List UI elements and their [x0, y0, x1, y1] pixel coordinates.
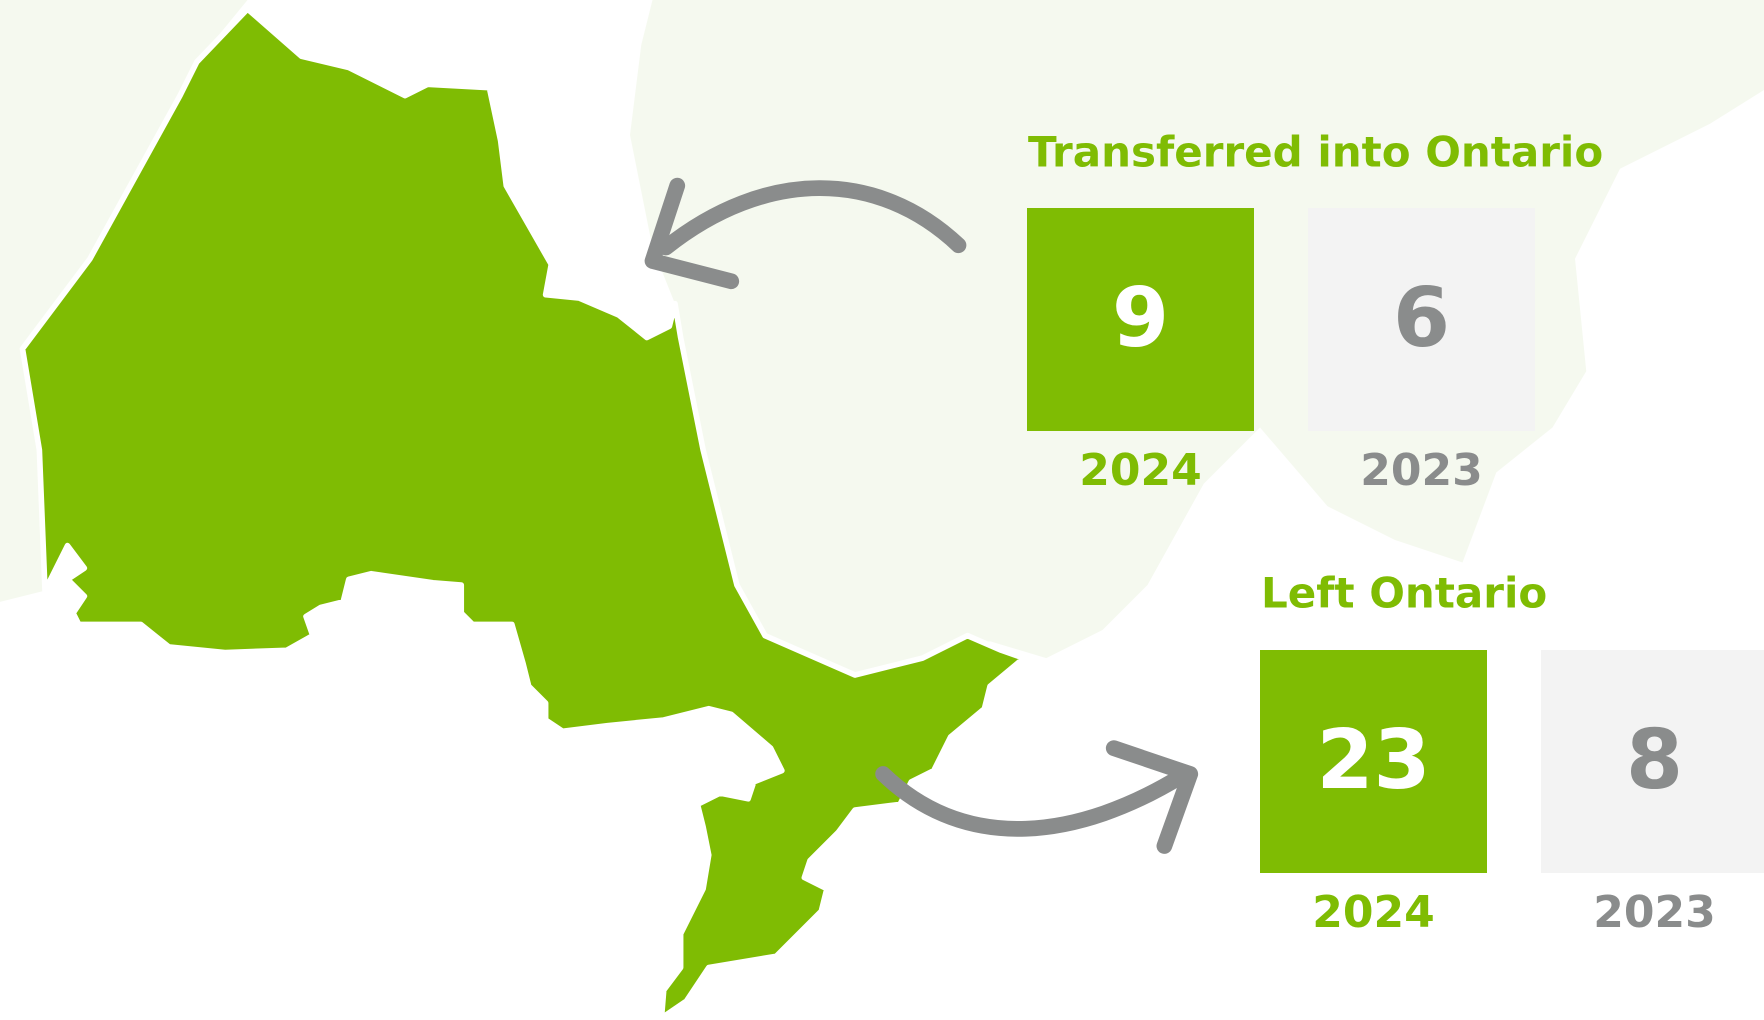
value: 6 [1393, 271, 1450, 366]
year-label: 2024 [1079, 445, 1201, 496]
year-label: 2023 [1360, 445, 1482, 496]
value: 23 [1316, 713, 1430, 808]
section-title: Transferred into Ontario [1028, 128, 1603, 177]
section-title: Left Ontario [1261, 569, 1547, 618]
value-box [1541, 650, 1764, 873]
arrow-out-head [1105, 740, 1199, 854]
arrow-in-head [644, 177, 740, 290]
land-west [0, 0, 248, 602]
value-box [1027, 208, 1254, 431]
arrows [644, 177, 1199, 854]
value: 9 [1112, 271, 1169, 366]
value-box [1260, 650, 1487, 873]
arrow-out [875, 766, 1190, 837]
year-label: 2024 [1312, 887, 1434, 938]
ontario [19, 6, 1027, 1020]
value: 8 [1626, 713, 1683, 808]
year-label: 2023 [1593, 887, 1715, 938]
value-box [1308, 208, 1535, 431]
arrow-in [658, 180, 967, 256]
